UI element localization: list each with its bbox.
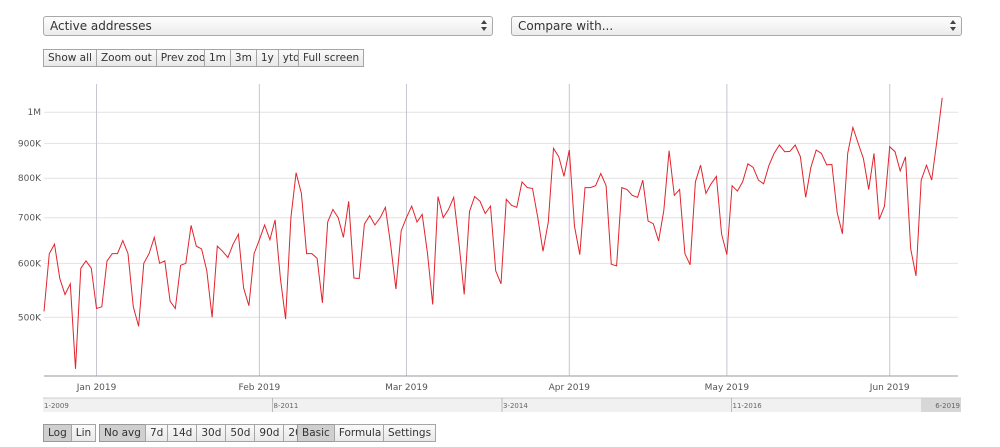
range-1m-button[interactable]: 1m [204,49,231,67]
select-arrows-icon [949,19,957,33]
fullscreen-button-group: Full screen [298,49,365,67]
navigator-label: 3-2014 [503,402,528,410]
navigator-selection[interactable] [921,398,961,412]
navigator[interactable]: 1-2009 8-2011 3-2014 11-2016 6-2019 [43,397,961,412]
y-tick-label: 900K [18,139,42,149]
avg-14d-button[interactable]: 14d [167,424,198,442]
y-axis-labels: 500K 600K 700K 800K 900K 1M [18,108,42,323]
settings-button-group: Settings [383,424,437,442]
x-tick-label: Apr 2019 [549,383,591,393]
avg-7d-button[interactable]: 7d [144,424,169,442]
x-tick-label: Jun 2019 [869,383,910,393]
formula-mode-button[interactable]: Formula [333,424,387,442]
log-scale-button[interactable]: Log [43,424,72,442]
compare-select-value: Compare with... [518,19,614,33]
avg-50d-button[interactable]: 50d [225,424,256,442]
navigator-label: 6-2019 [935,402,960,410]
no-avg-button[interactable]: No avg [99,424,146,442]
range-button-group: 1m 3m 1y ytd [204,49,305,67]
scale-button-group: Log Lin [43,424,97,442]
y-tick-label: 1M [28,108,42,118]
metric-select[interactable]: Active addresses [43,16,493,36]
navigator-label: 8-2011 [274,402,299,410]
range-1y-button[interactable]: 1y [255,49,279,67]
lin-scale-button[interactable]: Lin [70,424,97,442]
avg-90d-button[interactable]: 90d [254,424,285,442]
y-tick-label: 500K [18,313,42,323]
navigator-label: 11-2016 [733,402,763,410]
x-tick-label: Mar 2019 [385,383,428,393]
avg-30d-button[interactable]: 30d [196,424,227,442]
chart-grid [44,84,958,376]
mode-button-group: Basic Formula [297,424,387,442]
range-3m-button[interactable]: 3m [229,49,257,67]
x-axis-labels: Jan 2019 Feb 2019 Mar 2019 Apr 2019 May 2019… [76,383,910,393]
x-tick-label: Feb 2019 [239,383,281,393]
x-tick-label: Jan 2019 [76,383,117,393]
compare-select[interactable]: Compare with... [511,16,962,36]
select-arrows-icon [480,19,488,33]
series-line-active-addresses [43,97,943,369]
basic-mode-button[interactable]: Basic [297,424,335,442]
show-all-button[interactable]: Show all [43,49,97,67]
navigator-labels: 1-2009 8-2011 3-2014 11-2016 6-2019 [44,398,960,412]
y-tick-label: 800K [18,174,42,184]
settings-button[interactable]: Settings [383,424,437,442]
navigator-label: 1-2009 [44,402,69,410]
x-tick-label: May 2019 [705,383,750,393]
full-screen-button[interactable]: Full screen [298,49,365,67]
y-tick-label: 600K [18,259,42,269]
average-button-group: No avg 7d 14d 30d 50d 90d 200d [99,424,321,442]
y-tick-label: 700K [18,214,42,224]
metric-select-value: Active addresses [50,19,152,33]
